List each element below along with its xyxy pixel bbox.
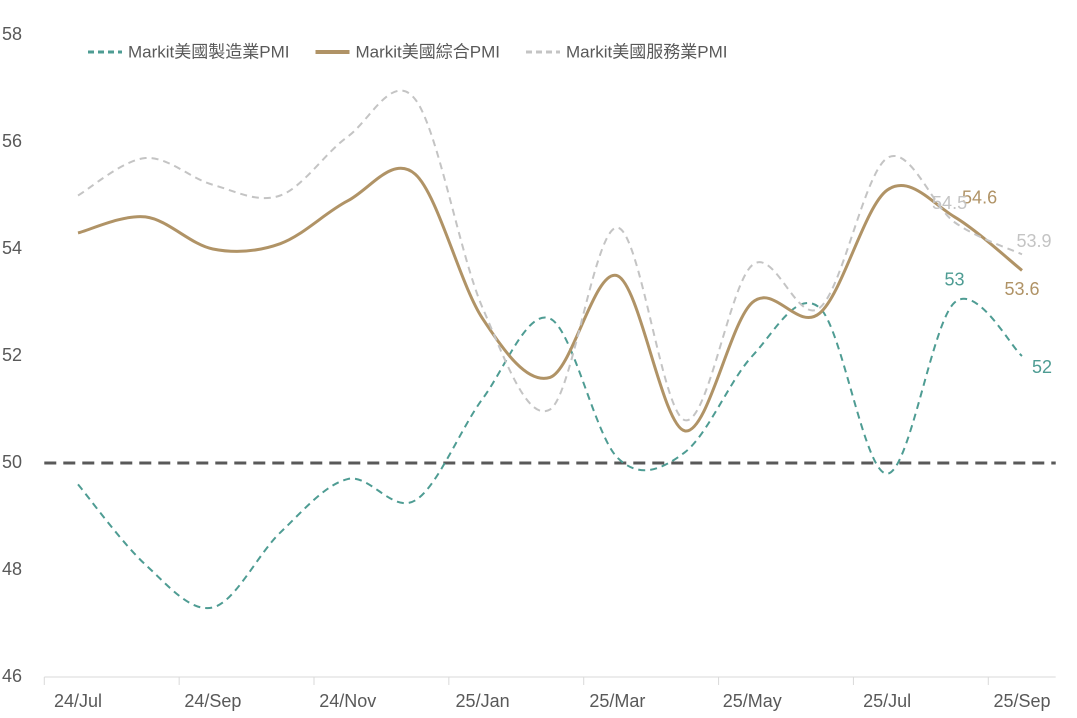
y-tick-label: 54 — [2, 238, 22, 258]
line-series — [77, 298, 1023, 610]
data-label: 53 — [945, 269, 965, 289]
data-label: 54.5 — [932, 193, 967, 213]
data-label: 53.9 — [1016, 231, 1051, 251]
data-label: 54.6 — [962, 188, 997, 208]
x-tick-label: 25/May — [723, 691, 782, 711]
x-tick-label: 24/Nov — [319, 691, 376, 711]
y-tick-label: 52 — [2, 345, 22, 365]
data-label: 53.6 — [1004, 279, 1039, 299]
legend: Markit美國製造業PMI Markit美國綜合PMI Markit美國服務業PM… — [88, 42, 728, 61]
y-tick-label: 58 — [2, 24, 22, 44]
line-series — [77, 166, 1023, 433]
x-tick-label: 25/Jan — [456, 691, 510, 711]
y-tick-label: 56 — [2, 131, 22, 151]
legend-label: Markit美國服務業PMI — [566, 42, 728, 61]
line-series — [77, 89, 1023, 422]
x-tick-label: 25/Jul — [863, 691, 911, 711]
x-tick-label: 24/Sep — [184, 691, 241, 711]
y-tick-label: 50 — [2, 452, 22, 472]
legend-label: Markit美國綜合PMI — [356, 42, 501, 61]
x-tick-label: 25/Sep — [993, 691, 1050, 711]
x-tick-label: 24/Jul — [54, 691, 102, 711]
data-label: 52 — [1032, 357, 1052, 377]
y-tick-label: 46 — [2, 666, 22, 686]
legend-label: Markit美國製造業PMI — [128, 42, 290, 61]
y-tick-label: 48 — [2, 559, 22, 579]
x-tick-label: 25/Mar — [589, 691, 645, 711]
